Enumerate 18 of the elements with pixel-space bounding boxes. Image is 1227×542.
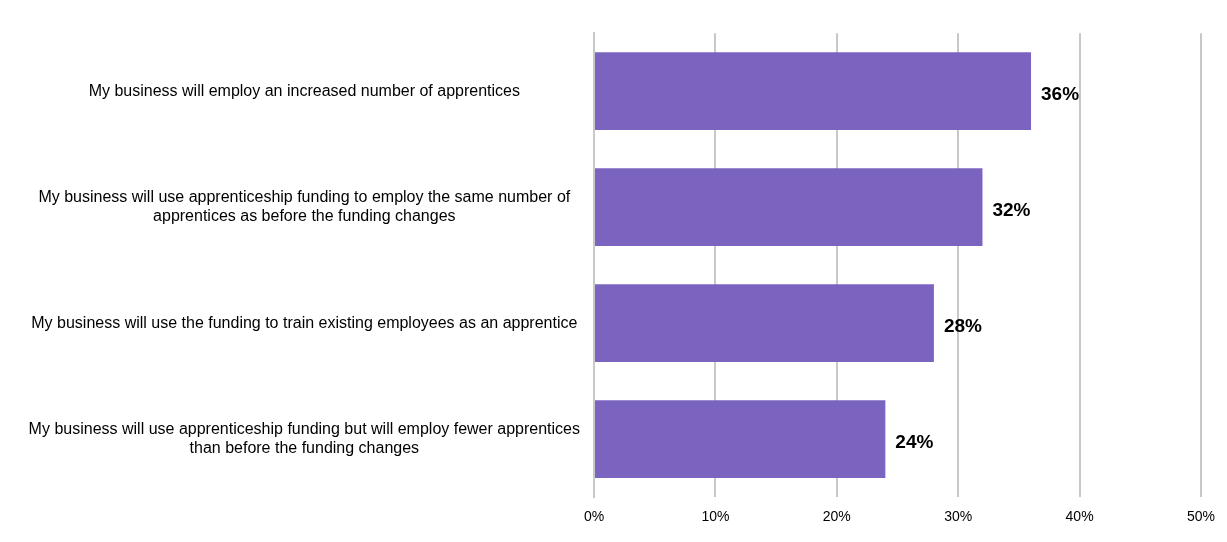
x-tick-label: 40% — [1065, 508, 1094, 525]
x-tick-label: 30% — [944, 508, 973, 525]
bar — [595, 168, 983, 247]
y-tick-label: My business will use apprenticeship funding to employ the same number of apprentices as before the funding changes — [38, 188, 571, 225]
data-label: 24% — [895, 431, 934, 453]
x-tick-label: 0% — [583, 508, 605, 525]
bar — [595, 284, 934, 363]
data-label: 28% — [943, 315, 983, 337]
y-tick-label: My business will use apprenticeship funding but will employ fewer apprentices than before the funding changes — [28, 420, 580, 457]
x-tick-label: 10% — [701, 508, 730, 525]
data-label: 32% — [992, 199, 1031, 221]
bar — [595, 52, 1032, 131]
y-tick-label: My business will use the funding to train existing employees as an apprentice — [31, 313, 578, 331]
y-tick-label: My business will employ an increased number of apprentices — [88, 81, 520, 99]
x-tick-label: 50% — [1186, 508, 1216, 525]
x-tick-label: 20% — [822, 508, 851, 525]
data-label: 36% — [1041, 83, 1080, 105]
bar — [595, 400, 886, 479]
